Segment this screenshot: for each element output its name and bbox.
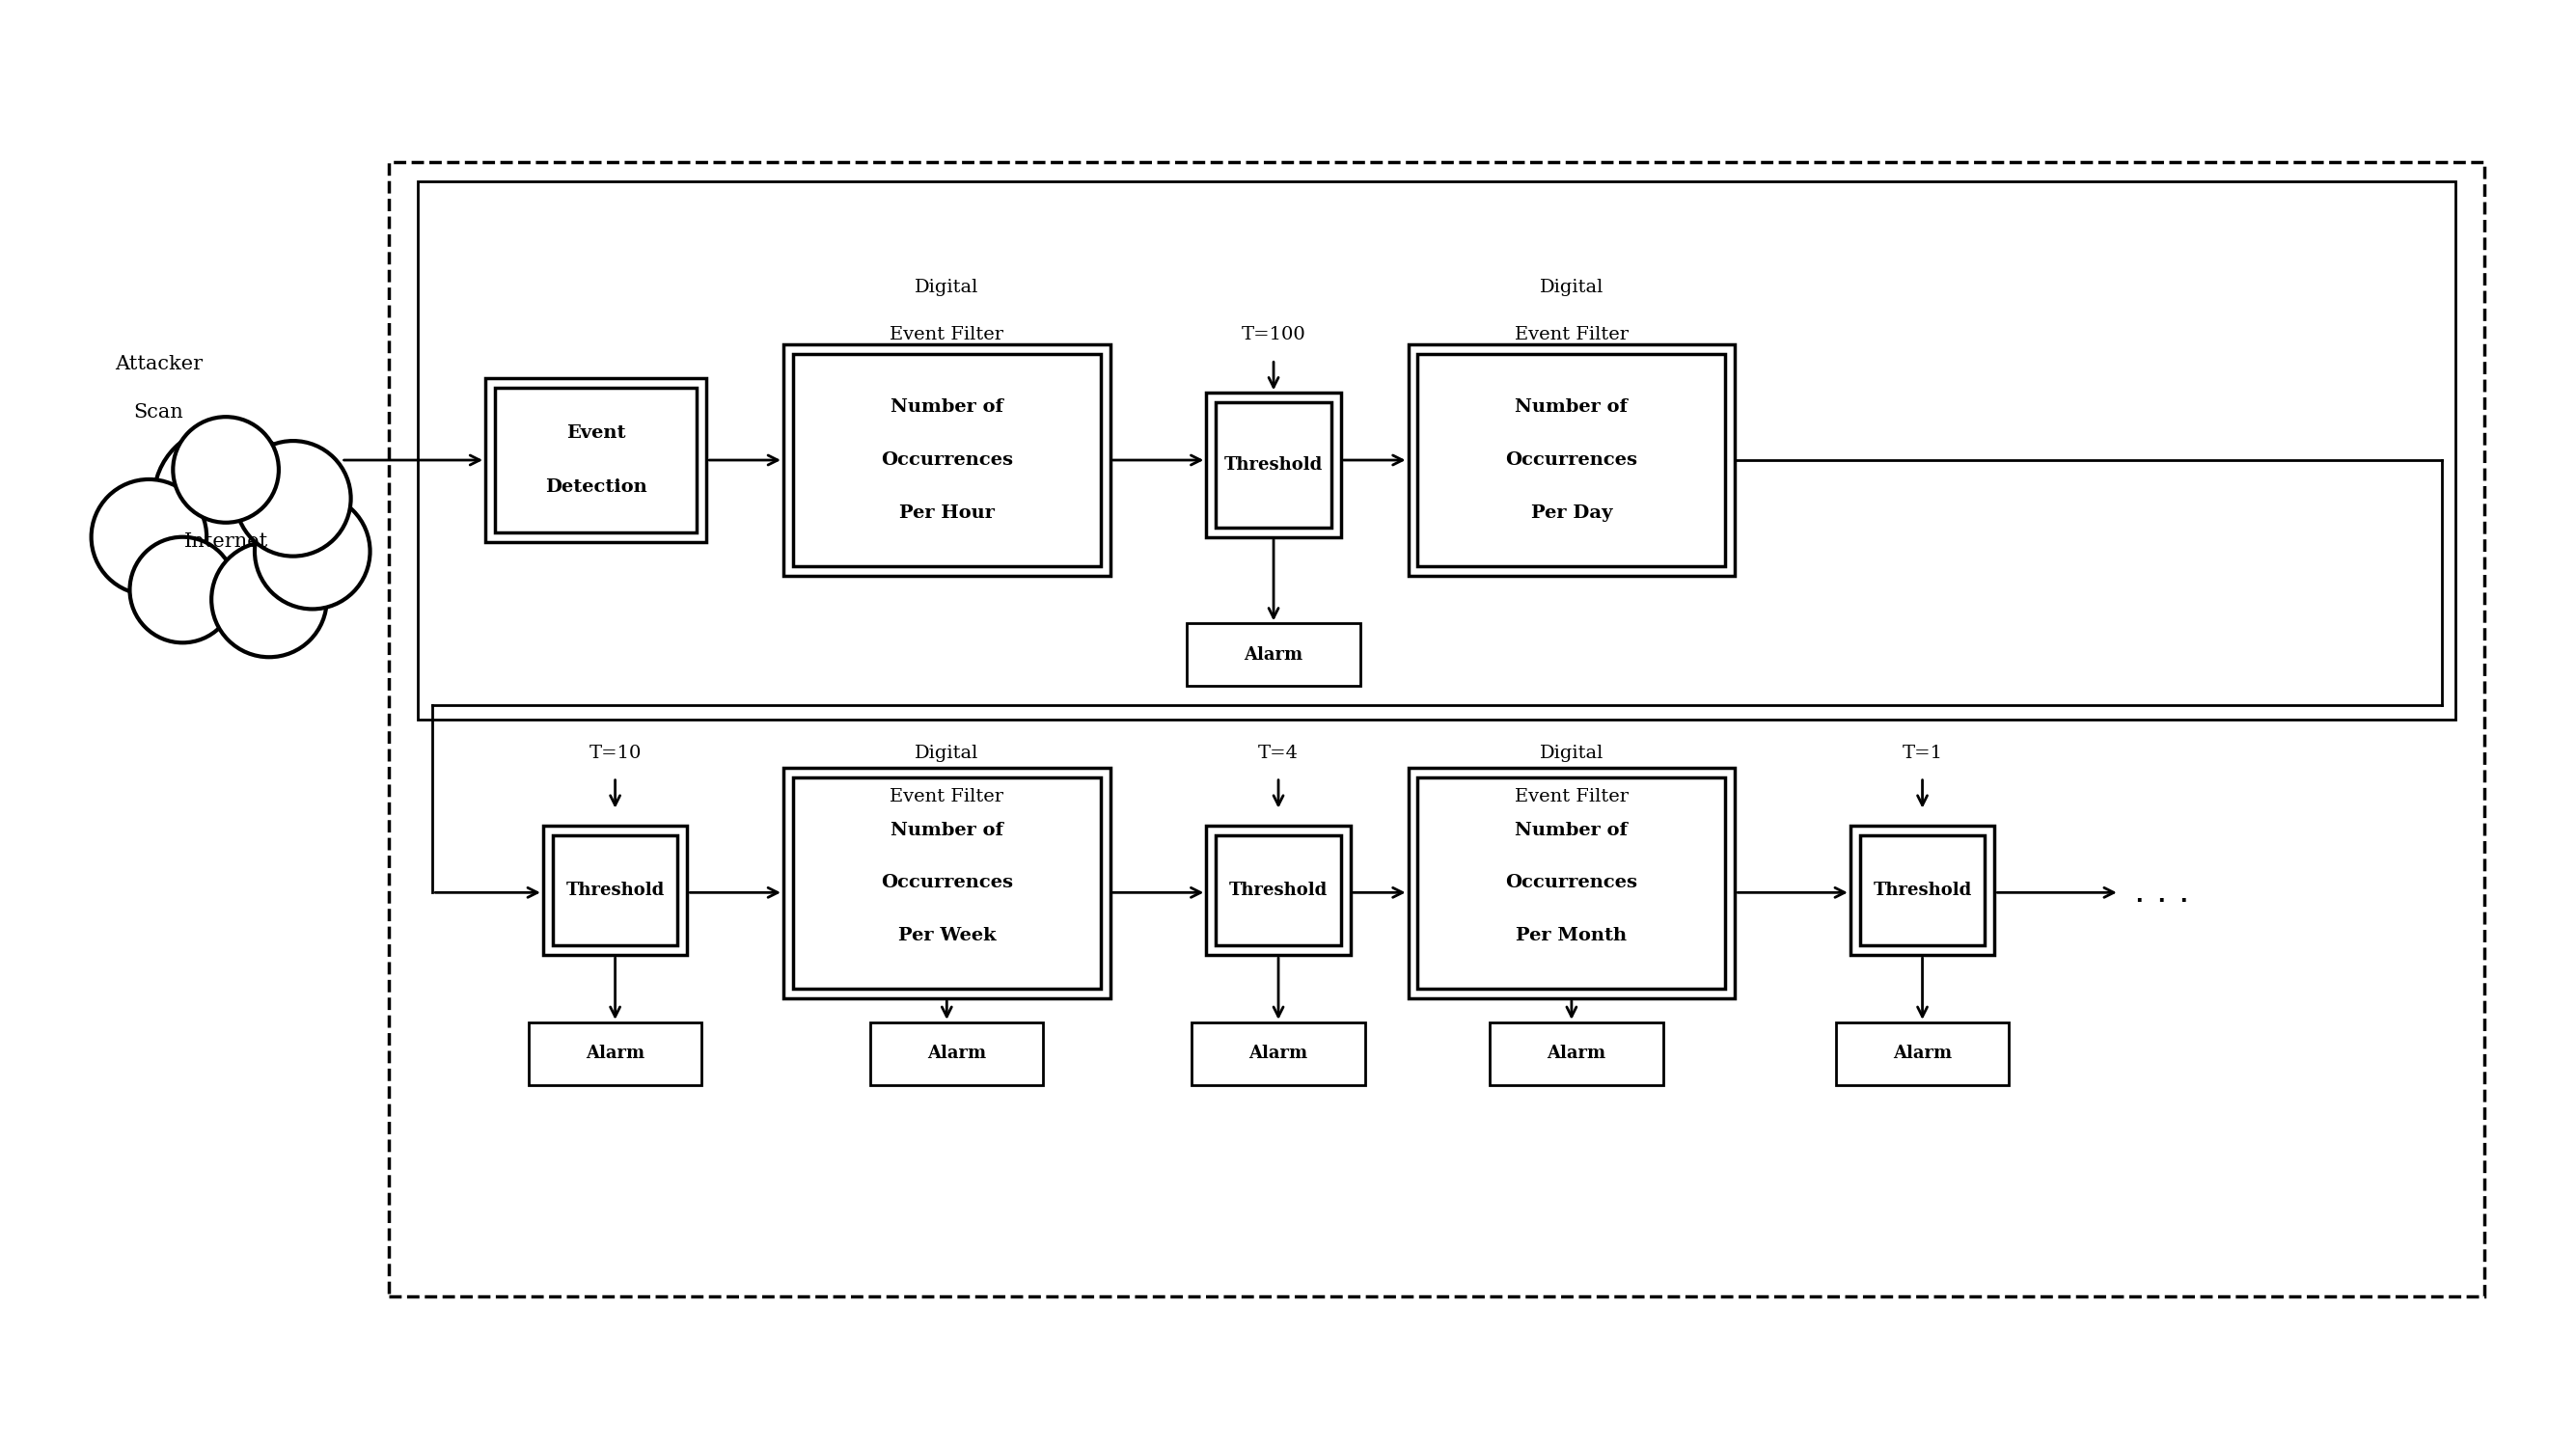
Bar xyxy=(1417,778,1726,988)
Text: Alarm: Alarm xyxy=(927,1045,987,1062)
Text: Occurrences: Occurrences xyxy=(1504,452,1638,469)
Bar xyxy=(495,388,698,532)
Text: Event Filter: Event Filter xyxy=(1515,326,1628,343)
Text: Threshold: Threshold xyxy=(567,882,665,899)
Text: Occurrences: Occurrences xyxy=(1504,874,1638,892)
Text: Event Filter: Event Filter xyxy=(889,788,1005,805)
Bar xyxy=(554,835,677,945)
Circle shape xyxy=(173,417,278,522)
Bar xyxy=(389,162,2486,1296)
Bar xyxy=(484,378,706,541)
Text: Number of: Number of xyxy=(1515,821,1628,838)
Text: Threshold: Threshold xyxy=(1224,456,1324,473)
Text: T=4: T=4 xyxy=(1257,745,1298,762)
Bar xyxy=(871,1022,1043,1085)
Text: Number of: Number of xyxy=(1515,398,1628,416)
Bar xyxy=(1206,825,1350,955)
Bar xyxy=(1489,1022,1664,1085)
Bar xyxy=(793,355,1100,566)
Bar xyxy=(1409,345,1736,576)
Circle shape xyxy=(211,541,327,657)
Text: T=10: T=10 xyxy=(590,745,641,762)
Bar xyxy=(1417,355,1726,566)
Bar xyxy=(783,345,1110,576)
Circle shape xyxy=(129,537,234,642)
Circle shape xyxy=(155,427,299,570)
Bar xyxy=(1188,623,1360,685)
Text: Threshold: Threshold xyxy=(1229,882,1327,899)
Text: Number of: Number of xyxy=(891,398,1002,416)
Bar xyxy=(783,768,1110,999)
Bar xyxy=(1837,1022,2009,1085)
Text: Digital: Digital xyxy=(914,278,979,296)
Text: Event Filter: Event Filter xyxy=(1515,788,1628,805)
Text: Per Hour: Per Hour xyxy=(899,504,994,522)
Text: Attacker: Attacker xyxy=(113,355,204,374)
Text: Per Day: Per Day xyxy=(1530,504,1613,522)
Text: Digital: Digital xyxy=(914,745,979,762)
Bar xyxy=(1216,835,1342,945)
Text: Event Filter: Event Filter xyxy=(889,326,1005,343)
Text: Digital: Digital xyxy=(1540,278,1605,296)
Text: Alarm: Alarm xyxy=(585,1045,644,1062)
Text: Alarm: Alarm xyxy=(1893,1045,1953,1062)
Text: Event: Event xyxy=(567,424,626,442)
Bar xyxy=(1850,825,1994,955)
Text: Per Week: Per Week xyxy=(899,926,997,945)
Text: Detection: Detection xyxy=(546,478,647,496)
Circle shape xyxy=(90,479,206,595)
Text: Occurrences: Occurrences xyxy=(881,452,1012,469)
Bar xyxy=(793,778,1100,988)
Bar xyxy=(1206,392,1342,537)
Text: Alarm: Alarm xyxy=(1244,646,1303,664)
Text: Number of: Number of xyxy=(891,821,1002,838)
Bar xyxy=(1860,835,1986,945)
Text: Digital: Digital xyxy=(1540,745,1605,762)
Bar xyxy=(417,182,2455,720)
Bar xyxy=(1409,768,1736,999)
Bar xyxy=(1193,1022,1365,1085)
Text: Internet: Internet xyxy=(183,532,268,551)
Text: Occurrences: Occurrences xyxy=(881,874,1012,892)
Text: Alarm: Alarm xyxy=(1546,1045,1605,1062)
Bar xyxy=(544,825,688,955)
Text: Scan: Scan xyxy=(134,403,183,421)
Text: T=1: T=1 xyxy=(1901,745,1942,762)
Text: Per Month: Per Month xyxy=(1517,926,1628,945)
Circle shape xyxy=(234,442,350,556)
Bar xyxy=(1216,403,1332,527)
Text: . . .: . . . xyxy=(2133,876,2190,909)
Text: Alarm: Alarm xyxy=(1249,1045,1309,1062)
Text: Threshold: Threshold xyxy=(1873,882,1971,899)
Circle shape xyxy=(255,494,371,609)
Bar xyxy=(528,1022,701,1085)
Text: T=100: T=100 xyxy=(1242,326,1306,343)
